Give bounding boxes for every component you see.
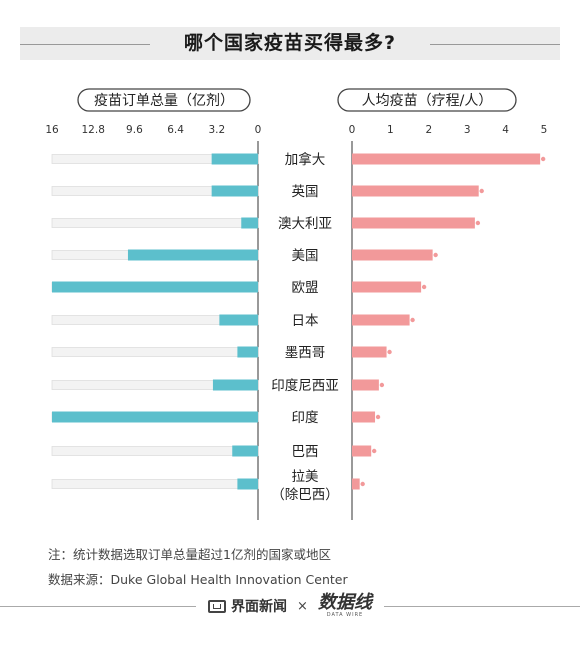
right-bar-dot: [410, 317, 415, 323]
times-sign: ×: [297, 598, 308, 614]
right-bar-dot: [372, 448, 377, 454]
left-tick-label: 3.2: [208, 124, 225, 136]
right-bar-dot: [540, 156, 546, 162]
right-tick-label: 5: [541, 124, 548, 136]
left-bar-澳大利亚: [241, 217, 258, 229]
title-rule-right: [430, 44, 560, 45]
right-bar-加拿大: [352, 153, 541, 165]
left-bar-英国: [211, 185, 258, 197]
category-label: 澳大利亚: [278, 216, 332, 232]
left-bar-track: [51, 218, 259, 228]
right-panel-label: 人均疫苗（疗程/人）: [362, 93, 493, 109]
brand-subtitle: DATA WIRE: [326, 612, 364, 618]
title-band: [20, 27, 560, 60]
right-bar-dot: [475, 220, 481, 226]
left-bar-印度: [52, 411, 258, 423]
right-tick-label: 2: [425, 124, 432, 136]
right-bar-dot: [421, 284, 427, 290]
brand-logo-icon: [208, 599, 227, 613]
right-bar-拉美（除巴西）: [352, 478, 360, 490]
left-panel-label: 疫苗订单总量（亿剂）: [94, 93, 234, 109]
left-tick-label: 0: [255, 124, 262, 136]
right-bar-英国: [352, 185, 479, 197]
right-bar-dot: [379, 382, 385, 388]
right-bar-dot: [375, 414, 381, 420]
category-label: 欧盟: [292, 280, 319, 296]
left-bar-印度尼西亚: [212, 379, 258, 391]
right-tick-label: 0: [349, 124, 356, 136]
category-label: 拉美: [292, 469, 319, 485]
right-bar-澳大利亚: [352, 217, 475, 229]
brand-name-jiemian: 界面新闻: [231, 599, 288, 615]
category-label: 印度: [292, 410, 319, 426]
right-bar-美国: [352, 249, 433, 261]
right-panel-label-frame: [337, 88, 517, 112]
left-bar-墨西哥: [237, 346, 258, 358]
left-tick-label: 6.4: [167, 124, 184, 136]
category-label: 日本: [292, 313, 319, 329]
category-label: 印度尼西亚: [271, 378, 339, 394]
category-label: 加拿大: [285, 151, 326, 168]
category-label: 墨西哥: [285, 345, 326, 361]
left-panel-label-frame: [77, 88, 251, 112]
chart-canvas: 疫苗订单总量（亿剂） 人均疫苗（疗程/人） 16 12.8 9.6 6.4 3.2 0 0 1 2 3…: [45, 88, 548, 520]
left-bar-track: [51, 479, 259, 489]
right-bar-dot: [387, 349, 392, 355]
right-bar-dot: [433, 252, 438, 258]
left-bar-拉美（除巴西）: [237, 478, 258, 490]
right-tick-label: 1: [387, 124, 394, 136]
data-source: 数据来源：Duke Global Health Innovation Cente…: [48, 572, 348, 587]
footer: 界面新闻 × 数据线 DATA WIRE: [0, 594, 580, 618]
left-bar-加拿大: [211, 153, 258, 165]
left-bar-日本: [219, 314, 258, 326]
chart-title: 哪个国家疫苗买得最多?: [183, 32, 397, 54]
left-bar-欧盟: [52, 281, 258, 293]
right-bar-印度: [352, 411, 376, 423]
right-bar-巴西: [352, 445, 372, 457]
brand-name-datawire: 数据线: [317, 592, 372, 613]
right-tick-label: 3: [464, 124, 471, 136]
category-label: 美国: [292, 248, 319, 264]
category-label: 英国: [292, 183, 319, 200]
right-bar-印度尼西亚: [352, 379, 379, 391]
left-bar-巴西: [232, 445, 258, 457]
right-bar-日本: [352, 314, 410, 326]
title-rule-left: [20, 44, 150, 45]
left-bar-track: [51, 347, 259, 357]
right-bar-墨西哥: [352, 346, 387, 358]
left-bar-track: [51, 446, 259, 456]
right-tick-label: 4: [502, 124, 509, 136]
right-bar-dot: [479, 188, 484, 194]
left-tick-label: 16: [45, 124, 59, 136]
category-label: 巴西: [292, 444, 319, 460]
left-tick-label: 9.6: [126, 124, 143, 136]
left-tick-label: 12.8: [82, 124, 105, 136]
category-label-sub: （除巴西）: [271, 487, 339, 503]
right-bar-dot: [360, 481, 365, 487]
left-bar-美国: [127, 249, 259, 261]
right-bar-欧盟: [352, 281, 422, 293]
footnote: 注：统计数据选取订单总量超过1亿剂的国家或地区: [48, 547, 331, 562]
